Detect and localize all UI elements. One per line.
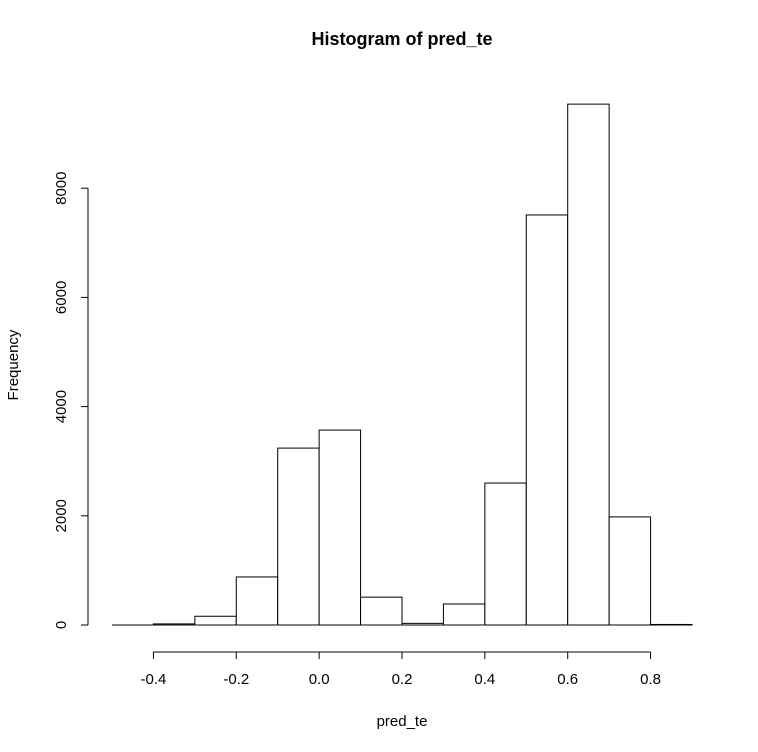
bar [567, 103, 610, 626]
y-tick-label: 0 [53, 621, 70, 629]
x-tick-label: 0.6 [557, 671, 578, 688]
y-tick-label: 6000 [53, 281, 70, 314]
bar [608, 516, 652, 626]
bar [650, 623, 693, 626]
x-tick-label: 0.4 [474, 671, 495, 688]
y-axis-label: Frequency [5, 329, 22, 400]
bar [484, 482, 527, 626]
bar [442, 603, 486, 626]
bar [525, 214, 569, 626]
chart-title: Histogram of pred_te [311, 29, 492, 49]
x-tick-label: 0.8 [640, 671, 661, 688]
bar [401, 622, 444, 626]
bar [152, 623, 196, 626]
bar [277, 447, 320, 626]
x-tick-label: 0.2 [392, 671, 413, 688]
bar [194, 615, 237, 626]
bar [235, 576, 279, 626]
y-tick-label: 4000 [53, 390, 70, 423]
y-tick-label: 8000 [53, 172, 70, 205]
x-tick-label: -0.2 [223, 671, 249, 688]
x-tick-label: -0.4 [140, 671, 166, 688]
bar [318, 429, 362, 626]
y-tick-label: 2000 [53, 499, 70, 532]
bar [360, 596, 403, 626]
x-tick-label: 0.0 [309, 671, 330, 688]
x-axis-label: pred_te [377, 713, 428, 730]
